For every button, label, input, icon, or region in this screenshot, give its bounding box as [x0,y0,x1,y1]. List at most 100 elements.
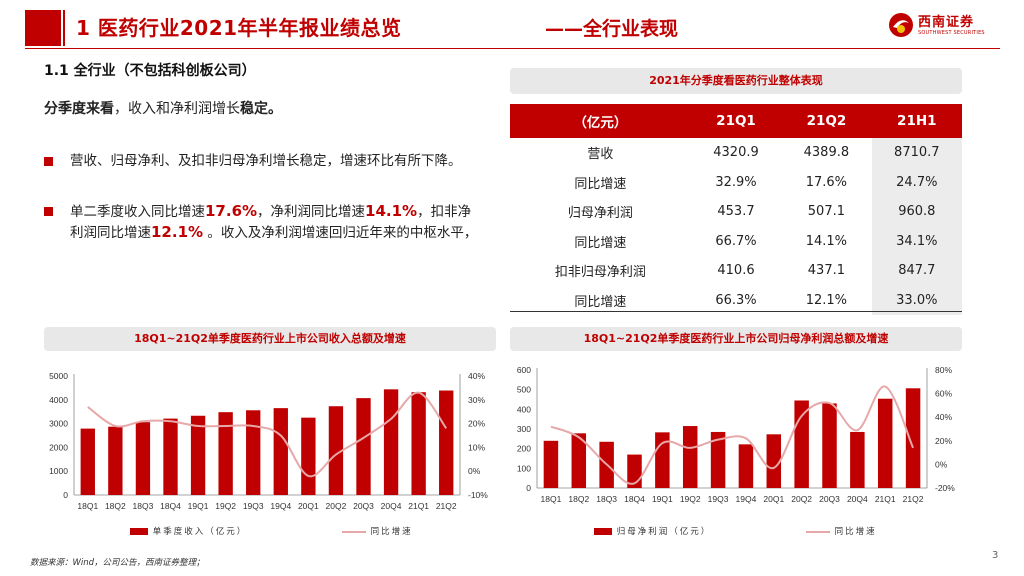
bullet-2: 单二季度收入同比增速17.6%，净利润同比增速14.1%，扣非净利润同比增速12… [44,201,484,243]
bar [273,408,288,495]
y-right-tick-label: 0% [468,466,481,476]
x-tick-label: 19Q1 [188,501,209,511]
row-label: 同比增速 [574,235,627,251]
x-tick-label: 18Q2 [105,501,126,511]
x-tick-label: 20Q2 [791,494,812,504]
cell: 847.7 [871,256,962,286]
header-cell-21q1: 21Q1 [690,104,782,138]
legend-line-swatch [341,530,366,533]
y-left-tick-label: 500 [517,385,531,395]
bar [822,403,837,488]
deducted-profit-growth-value: 12.1% [151,223,204,241]
header-cell-unit: （亿元） [510,104,691,138]
x-tick-label: 20Q3 [353,501,374,511]
legend-line-label: 同比增速 [370,527,413,537]
performance-table: （亿元） 21Q1 21Q2 21H1 营收 4320.9 4389.8 871… [510,104,962,315]
title-accent-line [63,10,65,46]
logo-mark-icon [889,13,913,37]
page-subtitle: ——全行业表现 [545,18,679,40]
lead-bold-2: 稳定。 [240,101,282,117]
profit-growth-value: 14.1% [365,202,418,220]
cell: 32.9% [715,174,757,190]
x-tick-label: 18Q1 [541,494,562,504]
header-cell-21h1: 21H1 [871,104,962,138]
revenue-chart-title: 18Q1~21Q2单季度医药行业上市公司收入总额及增速 [44,327,496,351]
bullet-square-icon [44,207,53,216]
bar [439,390,454,495]
bullet-2-part-3: ，扣非净利润同比增速 [70,204,472,241]
row-label: 扣非归母净利润 [554,265,646,281]
table-bottom-rule [510,311,962,312]
cell: 66.7% [715,233,757,249]
x-tick-label: 18Q4 [624,494,645,504]
y-left-tick-label: 300 [517,424,531,434]
x-tick-label: 20Q4 [847,494,868,504]
x-tick-label: 20Q1 [763,494,784,504]
bullet-2-part-4: 。收入及净利润增速回归近年来的中枢水平， [203,225,478,241]
y-left-tick-label: 0 [526,483,531,493]
cell: 4320.9 [713,145,759,161]
bar [571,433,587,488]
legend-line-label: 同比增速 [834,527,877,537]
logo-text-en: SOUTHWEST SECURITIES [918,30,985,36]
page-number: 3 [992,550,999,561]
profit-chart-title: 18Q1~21Q2单季度医药行业上市公司归母净利润总额及增速 [510,327,962,351]
x-tick-label: 20Q1 [298,501,319,511]
legend-bar-label: 归母净利润（亿元） [616,527,712,537]
row-label: 归母净利润 [567,206,633,222]
profit-chart: 0 100 200 300 400 500 600 -20% 0% 20% 40% 60% 80% 18Q… [517,365,955,504]
bar [80,428,95,495]
bar [543,440,559,488]
section-title: 1.1 全行业（不包括科创板公司） [44,63,256,79]
table-row: 扣非归母净利润 410.6 437.1 847.7 [510,256,962,286]
x-tick-label: 18Q3 [133,501,154,511]
table-row: 同比增速 32.9% 17.6% 24.7% [510,167,962,197]
bar [682,426,698,488]
x-tick-label: 21Q1 [875,494,896,504]
y-left-tick-label: 100 [517,463,531,473]
legend-bar-label: 单季度收入（亿元） [152,527,248,537]
lead-mid: ，收入和净利润增长 [114,101,240,117]
cell: 14.1% [805,233,848,249]
y-right-tick-label: 20% [935,436,952,446]
logo-text-cn: 西南证券 [918,15,975,30]
profit-chart-legend: 归母净利润（亿元） 同比增速 [594,525,877,537]
cell: 33.0% [871,285,962,315]
cell: 12.1% [805,292,848,308]
y-left-tick-label: 200 [517,444,531,454]
x-tick-label: 19Q4 [736,494,757,504]
bar [356,398,371,495]
table-row: 同比增速 66.7% 14.1% 34.1% [510,226,962,256]
bullet-square-icon [44,157,53,166]
y-left-tick-label: 2000 [49,442,68,452]
cell: 960.8 [871,197,962,227]
bar [190,415,206,495]
lead-text: 分季度来看，收入和净利润增长稳定。 [44,98,282,118]
revenue-chart: 0 1000 2000 3000 4000 5000 -10% 0% 10% 20% 30% 40% 1… [49,371,488,511]
lead-bold-1: 分季度来看 [44,101,114,117]
bar [135,422,151,495]
y-right-tick-label: 10% [468,442,485,452]
bar [301,417,316,495]
x-tick-label: 20Q2 [326,501,347,511]
bar [328,406,344,495]
bullet-1-text: 营收、归母净利、及扣非归母净利增长稳定，增速环比有所下降。 [70,153,462,169]
bullet-2-text: 单二季度收入同比增速17.6%，净利润同比增速14.1%，扣非净利润同比增速12… [70,201,484,243]
table-header-row: （亿元） 21Q1 21Q2 21H1 [510,104,962,138]
growth-line [550,385,914,485]
bar [163,418,178,495]
x-tick-label: 19Q2 [680,494,701,504]
revenue-growth-value: 17.6% [205,202,258,220]
x-tick-label: 19Q4 [270,501,291,511]
legend-line-swatch [805,530,830,533]
x-tick-label: 20Q4 [381,501,402,511]
x-tick-label: 19Q2 [215,501,236,511]
growth-line [87,391,448,478]
y-right-tick-label: -10% [468,490,488,500]
bullet-1: 营收、归母净利、及扣非归母净利增长稳定，增速环比有所下降。 [44,151,484,171]
y-left-tick-label: 0 [63,490,68,500]
y-left-tick-label: 4000 [49,395,68,405]
data-source-note: 数据来源：Wind，公司公告，西南证券整理； [30,558,205,568]
bar [850,431,865,488]
cell: 24.7% [871,167,962,197]
